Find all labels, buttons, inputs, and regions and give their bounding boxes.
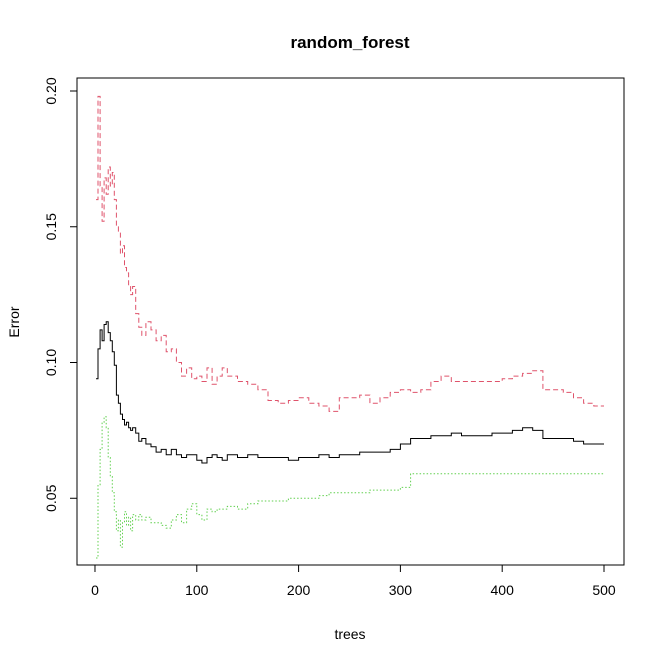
y-tick-label: 0.20: [43, 77, 59, 104]
x-tick-label: 400: [491, 582, 515, 598]
y-axis: 0.05 0.10 0.15 0.20: [43, 77, 78, 512]
plot-frame: [76, 77, 625, 566]
x-tick-label: 500: [592, 582, 616, 598]
series-line-1: [96, 321, 604, 464]
x-tick-label: 300: [389, 582, 413, 598]
y-axis-title: Error: [6, 306, 22, 337]
x-axis: 0 100 200 300 400 500: [91, 564, 616, 598]
x-tick-label: 100: [185, 582, 209, 598]
series-line-3: [96, 416, 604, 559]
y-tick-label: 0.05: [43, 484, 59, 511]
series-line-2: [96, 95, 604, 412]
y-tick-label: 0.10: [43, 349, 59, 376]
x-tick-label: 0: [91, 582, 99, 598]
x-tick-label: 200: [287, 582, 311, 598]
y-tick-label: 0.15: [43, 213, 59, 240]
series-layer: [96, 95, 604, 559]
chart-title: random_forest: [290, 33, 409, 52]
x-axis-title: trees: [334, 626, 365, 642]
